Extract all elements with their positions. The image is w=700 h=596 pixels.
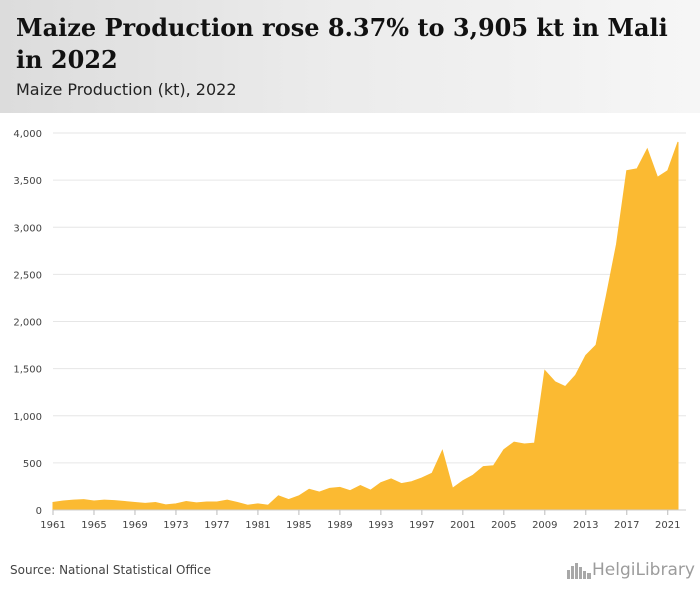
y-tick-label: 1,500 [13, 365, 42, 376]
x-tick-label: 1985 [286, 520, 311, 531]
x-tick-label: 1977 [204, 520, 229, 531]
series-area-group [52, 141, 679, 511]
city-skyline-icon [567, 563, 591, 579]
y-tick-label: 1,000 [13, 412, 42, 423]
x-tick-label: 2013 [573, 520, 598, 531]
x-tick-label: 1965 [81, 520, 106, 531]
x-axis: 1961 1965 1969 1973 1977 1981 1985 1989 1993 1997… [40, 509, 686, 531]
x-tick-label: 2017 [614, 520, 639, 531]
x-tick-label: 1997 [409, 520, 434, 531]
y-tick-label: 0 [36, 506, 42, 517]
y-tick-label: 500 [23, 459, 42, 470]
chart-subtitle: Maize Production (kt), 2022 [16, 80, 237, 99]
y-tick-label: 2,500 [13, 270, 42, 281]
y-tick-label: 3,000 [13, 223, 42, 234]
y-tick-label: 2,000 [13, 318, 42, 329]
x-tick-label: 2005 [491, 520, 516, 531]
x-tick-label: 1993 [368, 520, 393, 531]
x-tick-label: 1969 [122, 520, 147, 531]
y-tick-label: 3,500 [13, 176, 42, 187]
x-tick-label: 2021 [655, 520, 680, 531]
gridlines [53, 132, 686, 511]
source-note: Source: National Statistical Office [10, 563, 212, 577]
x-tick-label: 2009 [532, 520, 557, 531]
area-chart: 1961 1965 1969 1973 1977 1981 1985 1989 1993 1997… [13, 129, 686, 531]
x-tick-label: 1989 [327, 520, 352, 531]
x-tick-label: 1973 [163, 520, 188, 531]
chart-title: Maize Production rose 8.37% to 3,905 kt … [16, 13, 668, 74]
x-tick-label: 1961 [40, 520, 65, 531]
x-tick-label: 1981 [245, 520, 270, 531]
y-tick-label: 4,000 [13, 129, 42, 140]
y-axis: 0 500 1,000 1,500 2,000 2,500 3,000 3,500 4,000 [13, 129, 42, 517]
chart-header: Maize Production rose 8.37% to 3,905 kt … [0, 0, 700, 113]
logo-text: HelgiLibrary [592, 560, 695, 580]
series-area [52, 141, 679, 511]
x-tick-label: 2001 [450, 520, 475, 531]
helgi-library-logo[interactable]: HelgiLibrary [566, 560, 695, 580]
